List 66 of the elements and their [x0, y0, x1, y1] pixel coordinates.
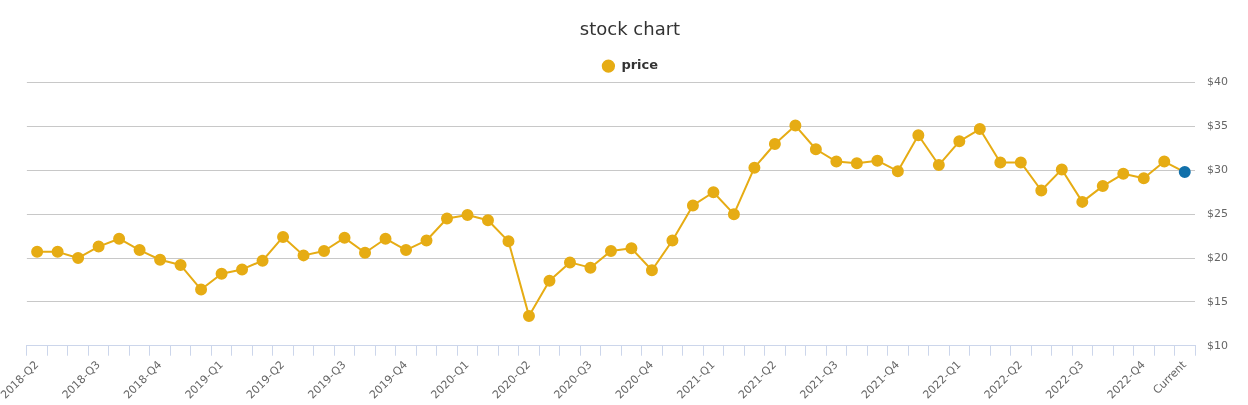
point — [973, 123, 986, 136]
point — [277, 230, 290, 243]
point — [932, 159, 945, 172]
point — [953, 135, 966, 148]
point — [31, 245, 44, 258]
y-tick-label: $25 — [1207, 207, 1228, 221]
point — [604, 244, 617, 257]
point — [154, 253, 167, 266]
point — [789, 119, 802, 132]
point — [481, 214, 494, 227]
point — [1158, 155, 1171, 168]
y-tick-label: $10 — [1207, 338, 1228, 352]
point — [768, 137, 781, 150]
point — [92, 240, 105, 253]
point — [666, 234, 679, 247]
point — [461, 209, 474, 222]
point — [522, 309, 535, 322]
point — [379, 232, 392, 245]
point — [912, 129, 925, 142]
point — [584, 261, 597, 274]
point — [195, 283, 208, 296]
point — [338, 231, 351, 244]
point — [174, 259, 187, 272]
point — [113, 232, 126, 245]
point — [236, 263, 249, 276]
point — [1096, 180, 1109, 193]
point — [1055, 163, 1068, 176]
point — [72, 252, 85, 265]
point — [1014, 156, 1027, 169]
point — [727, 208, 740, 221]
point — [625, 242, 638, 255]
point — [1117, 167, 1130, 180]
y-tick-label: $20 — [1207, 250, 1228, 264]
point — [809, 143, 822, 156]
y-tick-label: $35 — [1207, 119, 1228, 133]
y-tick-label: $15 — [1207, 294, 1228, 308]
point — [318, 244, 331, 257]
point — [563, 256, 576, 269]
point — [215, 267, 228, 280]
point — [420, 234, 433, 247]
point — [543, 274, 556, 287]
y-tick-label: $40 — [1207, 75, 1228, 89]
point — [297, 249, 310, 262]
point — [994, 156, 1007, 169]
point — [748, 161, 761, 174]
point — [1137, 172, 1150, 185]
point — [707, 186, 720, 199]
point — [830, 155, 843, 168]
chart-title: stock chart — [579, 18, 681, 40]
point — [133, 244, 146, 257]
point — [400, 244, 413, 257]
point — [891, 165, 904, 178]
point — [686, 199, 699, 212]
point — [502, 235, 515, 248]
point — [441, 212, 453, 225]
point — [871, 154, 884, 167]
point — [51, 245, 64, 258]
point — [1035, 184, 1048, 197]
point — [1178, 166, 1191, 179]
point — [645, 264, 658, 277]
y-tick-label: $30 — [1207, 163, 1228, 177]
point — [1076, 195, 1089, 208]
point — [256, 254, 269, 267]
point — [359, 246, 372, 259]
legend-label: price — [621, 57, 659, 73]
point — [850, 157, 863, 170]
